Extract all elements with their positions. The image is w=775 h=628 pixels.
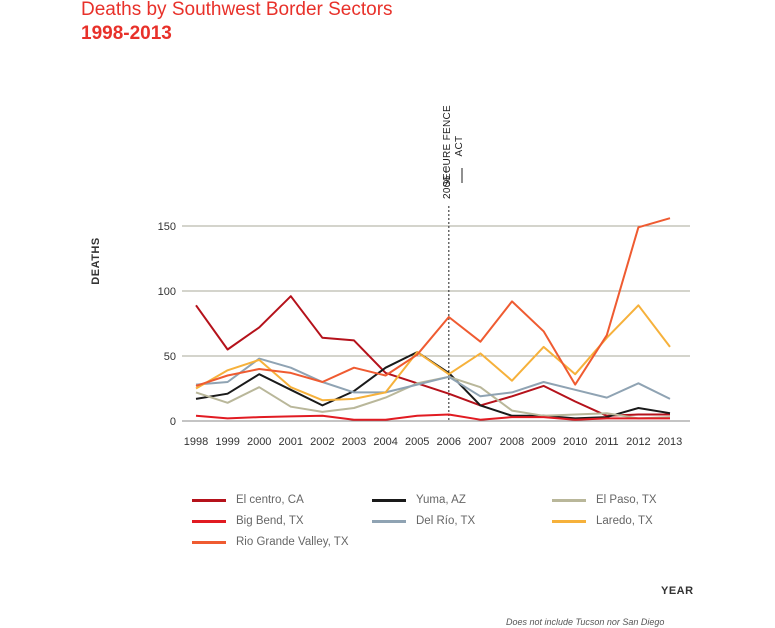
y-tick-label: 0 (170, 416, 176, 428)
legend-label: El Paso, TX (596, 494, 657, 506)
x-axis-label: YEAR (661, 585, 694, 597)
legend-label: El centro, CA (236, 494, 304, 506)
series-lines (195, 217, 671, 421)
x-axis-ticks: 1998 1999 2000 2001 2002 2003 2004 2005 2006 2007… (184, 436, 682, 448)
y-axis-label: DEATHS (90, 237, 102, 284)
legend-label: Big Bend, TX (236, 515, 304, 527)
x-tick-label: 2011 (595, 436, 619, 448)
y-tick-label: 150 (158, 221, 176, 233)
series-line-5 (195, 304, 671, 402)
x-tick-label: 2010 (563, 436, 587, 448)
chart-subtitle: 1998-2013 (81, 23, 172, 44)
x-tick-label: 2000 (247, 436, 271, 448)
legend-item: El centro, CA (192, 492, 304, 508)
legend-item: Del Río, TX (372, 513, 475, 529)
x-tick-label: 2013 (658, 436, 682, 448)
legend-swatch (192, 498, 226, 502)
legend-item: Rio Grande Valley, TX (192, 534, 349, 550)
series-line-6 (195, 217, 671, 387)
legend-swatch (372, 519, 406, 523)
x-tick-label: 2009 (531, 436, 555, 448)
legend-item: Yuma, AZ (372, 492, 466, 508)
footnote: Does not include Tucson nor San Diego (506, 617, 665, 627)
series-line-0 (195, 295, 670, 417)
legend-label: Rio Grande Valley, TX (236, 536, 349, 548)
y-tick-label: 50 (164, 351, 176, 363)
legend-swatch (192, 540, 226, 544)
legend-swatch (192, 519, 226, 523)
x-tick-label: 2007 (468, 436, 492, 448)
legend-item: Laredo, TX (552, 513, 653, 529)
series-line-3 (195, 413, 670, 421)
x-tick-label: 2003 (342, 436, 366, 448)
x-tick-label: 2002 (310, 436, 334, 448)
grid-lines (182, 225, 690, 422)
legend-label: Laredo, TX (596, 515, 653, 527)
x-tick-label: 2012 (626, 436, 650, 448)
series-line-4 (195, 357, 671, 400)
annotation-year: 2006 (442, 175, 453, 199)
annotation-label-line2: ACT (454, 136, 465, 157)
legend-swatch (552, 498, 586, 502)
x-tick-label: 1999 (215, 436, 239, 448)
legend-label: Del Río, TX (416, 515, 476, 527)
x-tick-label: 2005 (405, 436, 429, 448)
legend-swatch (372, 498, 406, 502)
legend-label: Yuma, AZ (416, 494, 466, 506)
x-tick-label: 2006 (437, 436, 461, 448)
legend-swatch (552, 519, 586, 523)
annotation-label-line1: SECURE FENCE (442, 105, 453, 187)
x-tick-label: 2001 (279, 436, 303, 448)
y-axis-ticks: 0 50 100 150 (158, 221, 176, 428)
chart-title: Deaths by Southwest Border Sectors (81, 0, 393, 20)
legend-item: El Paso, TX (552, 492, 657, 508)
legend-item: Big Bend, TX (192, 513, 304, 529)
x-tick-label: 2008 (500, 436, 524, 448)
x-tick-label: 2004 (373, 436, 397, 448)
y-tick-label: 100 (158, 286, 176, 298)
x-tick-label: 1998 (184, 436, 208, 448)
